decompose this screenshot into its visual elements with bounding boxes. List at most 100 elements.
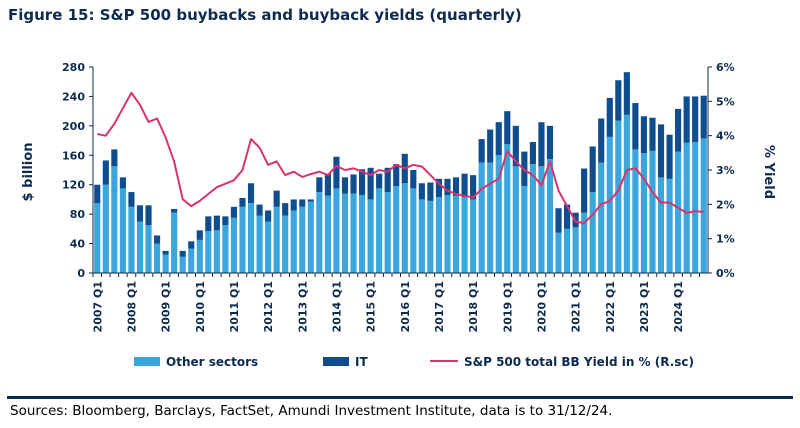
y-tick-label: 160 [62,149,85,162]
bar-it [649,117,656,151]
bar-other-sectors [478,162,485,273]
bar-other-sectors [444,195,451,273]
bar-it [102,160,109,185]
bar-it [171,208,178,213]
bar-it [393,164,400,187]
y2-axis-title: % Yield [761,145,776,199]
bar-other-sectors [461,197,468,273]
bar-it [418,183,425,200]
legend: Other sectors IT S&P 500 total BB Yield … [134,355,694,369]
bar-it [256,204,263,216]
bar-it [196,230,203,240]
y2-tick-label: 1% [716,233,735,246]
bar-it [427,182,434,201]
bar-it [273,190,280,207]
bar-it [265,210,272,222]
bar-other-sectors [136,221,144,273]
bar-it [316,177,323,193]
x-tick-label: 2022 Q1 [604,281,617,332]
bar-it [692,96,699,143]
bar-it [179,250,186,257]
bar-other-sectors [401,183,408,273]
bar-other-sectors [598,162,605,273]
axes-layer: 0 40 80 120 160 200 240 280 0% 1% 2% 3% 4% 5% 6% 2007 Q… [62,61,735,332]
bar-other-sectors [102,184,109,273]
bar-other-sectors [376,188,383,273]
bar-it [205,216,212,232]
bar-it [239,197,246,207]
bar-other-sectors [273,206,280,273]
bar-other-sectors [358,195,366,273]
bar-other-sectors [555,232,562,273]
bar-other-sectors [299,206,306,273]
bar-other-sectors [581,212,588,273]
bar-it [615,80,622,121]
y2-tick-label: 6% [716,61,735,74]
bar-it [222,216,229,226]
bar-it [563,204,571,229]
x-tick-label: 2016 Q1 [399,281,412,332]
y2-tick-label: 4% [716,130,735,143]
bar-other-sectors [153,243,161,273]
bar-other-sectors [213,230,220,273]
y-tick-label: 240 [62,90,85,103]
y-tick-label: 0 [77,267,85,280]
bar-it [495,122,502,156]
x-tick-label: 2014 Q1 [330,281,343,332]
bar-other-sectors [572,227,579,273]
bar-it [435,178,443,198]
bar-other-sectors [683,142,690,273]
y2-tick-label: 2% [716,198,735,211]
bar-it [452,177,460,196]
y2-tick-label: 0% [716,267,735,280]
bar-it [581,168,588,213]
y2-tick-label: 5% [716,95,735,108]
y-tick-label: 80 [70,208,86,221]
bar-other-sectors [657,177,665,273]
source-note: Sources: Bloomberg, Barclays, FactSet, A… [10,403,613,419]
yield-line [97,91,704,225]
bar-other-sectors [538,166,545,273]
x-tick-label: 2015 Q1 [365,281,378,332]
bar-other-sectors [324,195,331,273]
bar-it [410,170,417,189]
x-tick-label: 2024 Q1 [672,281,685,332]
bar-other-sectors [282,215,289,273]
x-tick-label: 2009 Q1 [160,281,173,332]
bar-other-sectors [452,195,460,273]
bar-other-sectors [171,212,178,273]
bar-other-sectors [410,188,417,273]
bar-other-sectors [341,193,349,273]
footer-rule [7,396,793,399]
y2-tick-label: 3% [716,164,735,177]
bar-it [700,95,707,139]
bar-other-sectors [495,155,502,273]
bar-it [128,192,135,207]
bar-it [350,174,357,194]
bar-other-sectors [196,239,203,273]
y-axis-title: $ billion [21,143,36,202]
bar-other-sectors [487,162,494,273]
bar-it [461,173,468,198]
bar-other-sectors [529,164,536,273]
x-tick-label: 2013 Q1 [296,281,309,332]
x-tick-label: 2008 Q1 [125,281,138,332]
bar-it [623,72,630,115]
bar-it [247,183,255,204]
legend-label-other: Other sectors [166,355,258,369]
bar-other-sectors [179,256,186,273]
bar-other-sectors [247,203,255,273]
bar-other-sectors [265,221,272,273]
bar-it [504,111,511,145]
y-tick-label: 120 [62,179,85,192]
y-tick-label: 40 [70,238,86,251]
bar-it [307,199,314,202]
bar-other-sectors [230,217,238,273]
bar-it [675,108,682,152]
legend-label-yield: S&P 500 total BB Yield in % (R.sc) [464,355,694,369]
bar-it [213,215,220,231]
bar-it [538,122,545,167]
bar-it [153,235,161,244]
bar-other-sectors [640,153,648,273]
bar-other-sectors [675,151,682,273]
